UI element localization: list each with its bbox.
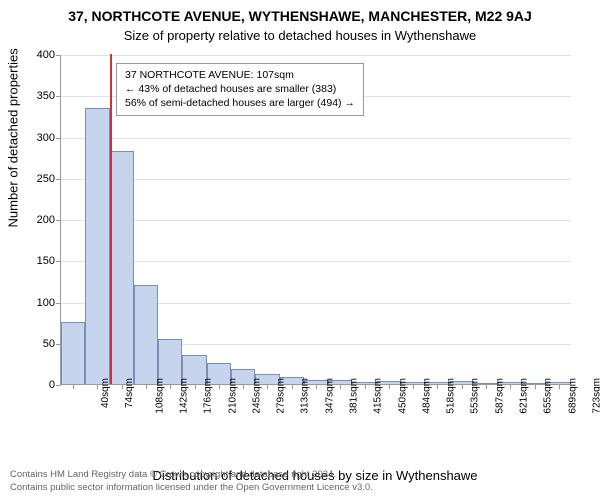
x-tick-label: 279sqm xyxy=(276,378,287,414)
x-tick-mark xyxy=(437,384,438,389)
x-tick-mark xyxy=(292,384,293,389)
x-tick-mark xyxy=(73,384,74,389)
x-tick-mark xyxy=(146,384,147,389)
histogram-bar xyxy=(85,108,109,384)
x-tick-mark xyxy=(535,384,536,389)
x-tick-mark xyxy=(195,384,196,389)
x-tick-mark xyxy=(559,384,560,389)
x-tick-mark xyxy=(243,384,244,389)
x-tick-mark xyxy=(510,384,511,389)
info-box-line: ← 43% of detached houses are smaller (38… xyxy=(125,82,355,96)
y-tick-label: 0 xyxy=(25,379,55,391)
y-tick-mark xyxy=(56,138,61,139)
info-box: 37 NORTHCOTE AVENUE: 107sqm← 43% of deta… xyxy=(116,63,364,116)
y-tick-label: 250 xyxy=(25,173,55,185)
y-tick-label: 300 xyxy=(25,132,55,144)
x-tick-label: 245sqm xyxy=(251,378,262,414)
grid-line xyxy=(61,179,571,180)
info-box-line: 56% of semi-detached houses are larger (… xyxy=(125,96,355,110)
y-tick-label: 200 xyxy=(25,214,55,226)
x-tick-mark xyxy=(170,384,171,389)
histogram-bar xyxy=(110,151,134,384)
plot-area: 05010015020025030035040040sqm74sqm108sqm… xyxy=(60,55,570,385)
x-tick-mark xyxy=(413,384,414,389)
x-tick-label: 347sqm xyxy=(324,378,335,414)
grid-line xyxy=(61,220,571,221)
y-axis-label: Number of detached properties xyxy=(6,48,21,227)
x-tick-label: 415sqm xyxy=(373,378,384,414)
x-tick-mark xyxy=(486,384,487,389)
page-title: 37, NORTHCOTE AVENUE, WYTHENSHAWE, MANCH… xyxy=(0,0,600,24)
y-tick-mark xyxy=(56,179,61,180)
x-tick-label: 655sqm xyxy=(543,378,554,414)
x-tick-label: 210sqm xyxy=(227,378,238,414)
x-tick-label: 142sqm xyxy=(179,378,190,414)
y-tick-label: 50 xyxy=(25,338,55,350)
property-marker-line xyxy=(110,54,112,384)
x-tick-mark xyxy=(97,384,98,389)
x-tick-label: 553sqm xyxy=(470,378,481,414)
grid-line xyxy=(61,261,571,262)
x-tick-mark xyxy=(219,384,220,389)
y-tick-mark xyxy=(56,220,61,221)
x-tick-label: 313sqm xyxy=(300,378,311,414)
x-tick-mark xyxy=(316,384,317,389)
grid-line xyxy=(61,55,571,56)
y-tick-mark xyxy=(56,96,61,97)
y-tick-label: 350 xyxy=(25,90,55,102)
x-tick-label: 176sqm xyxy=(203,378,214,414)
y-tick-label: 100 xyxy=(25,297,55,309)
grid-line xyxy=(61,138,571,139)
x-tick-mark xyxy=(340,384,341,389)
footer-line-1: Contains HM Land Registry data © Crown c… xyxy=(10,469,590,481)
info-box-line: 37 NORTHCOTE AVENUE: 107sqm xyxy=(125,68,355,82)
x-tick-mark xyxy=(122,384,123,389)
x-tick-label: 587sqm xyxy=(494,378,505,414)
footer-attribution: Contains HM Land Registry data © Crown c… xyxy=(10,469,590,494)
chart-area: Number of detached properties 0501001502… xyxy=(60,55,570,415)
y-tick-label: 150 xyxy=(25,255,55,267)
page-subtitle: Size of property relative to detached ho… xyxy=(0,24,600,43)
footer-line-2: Contains public sector information licen… xyxy=(10,482,590,494)
x-tick-label: 108sqm xyxy=(154,378,165,414)
y-tick-label: 400 xyxy=(25,49,55,61)
x-tick-label: 518sqm xyxy=(446,378,457,414)
histogram-bar xyxy=(134,285,158,384)
x-tick-label: 621sqm xyxy=(519,378,530,414)
x-tick-label: 689sqm xyxy=(567,378,578,414)
y-tick-mark xyxy=(56,385,61,386)
x-tick-mark xyxy=(267,384,268,389)
x-tick-label: 723sqm xyxy=(591,378,600,414)
x-tick-mark xyxy=(365,384,366,389)
x-tick-mark xyxy=(389,384,390,389)
x-tick-label: 381sqm xyxy=(349,378,360,414)
x-tick-mark xyxy=(462,384,463,389)
x-tick-label: 74sqm xyxy=(124,378,135,408)
y-tick-mark xyxy=(56,303,61,304)
histogram-bar xyxy=(61,322,85,384)
x-tick-label: 450sqm xyxy=(397,378,408,414)
y-tick-mark xyxy=(56,261,61,262)
y-tick-mark xyxy=(56,55,61,56)
x-tick-label: 484sqm xyxy=(421,378,432,414)
